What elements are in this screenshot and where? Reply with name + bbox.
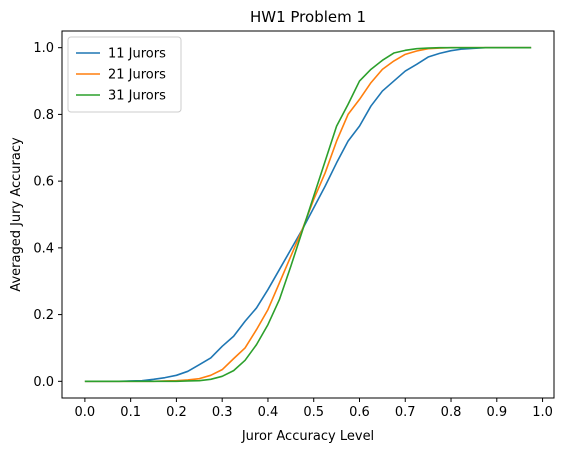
series-lines xyxy=(84,46,532,383)
y-tick-label: 0.2 xyxy=(33,308,54,323)
x-tick-label: 0.6 xyxy=(349,405,370,420)
y-tick-label: 1.0 xyxy=(33,41,54,56)
x-tick-label: 0.4 xyxy=(258,405,279,420)
x-tick-label: 0.5 xyxy=(303,405,324,420)
series-line-11-jurors xyxy=(84,46,532,383)
x-tick-label: 0.3 xyxy=(212,405,233,420)
y-tick-label: 0.0 xyxy=(33,375,54,390)
y-tick-label: 0.6 xyxy=(33,175,54,190)
legend-label: 21 Jurors xyxy=(108,68,166,83)
x-tick-label: 1.0 xyxy=(532,405,553,420)
x-tick-label: 0.0 xyxy=(75,405,96,420)
x-tick-label: 0.9 xyxy=(486,405,507,420)
legend: 11 Jurors 21 Jurors 31 Jurors xyxy=(67,36,182,113)
series-line-31-jurors xyxy=(84,46,532,383)
y-tick-label: 0.4 xyxy=(33,241,54,256)
x-tick-label: 0.2 xyxy=(166,405,187,420)
x-tick-label: 0.1 xyxy=(120,405,141,420)
plot-frame xyxy=(61,30,555,399)
x-tick-label: 0.7 xyxy=(395,405,416,420)
x-axis-label: Juror Accuracy Level xyxy=(241,429,374,444)
y-axis-label: Averaged Jury Accuracy xyxy=(9,137,24,292)
chart-title: HW1 Problem 1 xyxy=(250,8,366,26)
axis-ticks: 0.0 0.1 0.2 0.3 0.4 0.5 0.6 0.7 0.8 0.9 1.0 0.0 0.2 0… xyxy=(33,41,553,420)
legend-label: 31 Jurors xyxy=(108,89,166,104)
y-tick-label: 0.8 xyxy=(33,108,54,123)
x-tick-label: 0.8 xyxy=(441,405,462,420)
legend-label: 11 Jurors xyxy=(108,47,166,62)
legend-box xyxy=(67,36,182,113)
